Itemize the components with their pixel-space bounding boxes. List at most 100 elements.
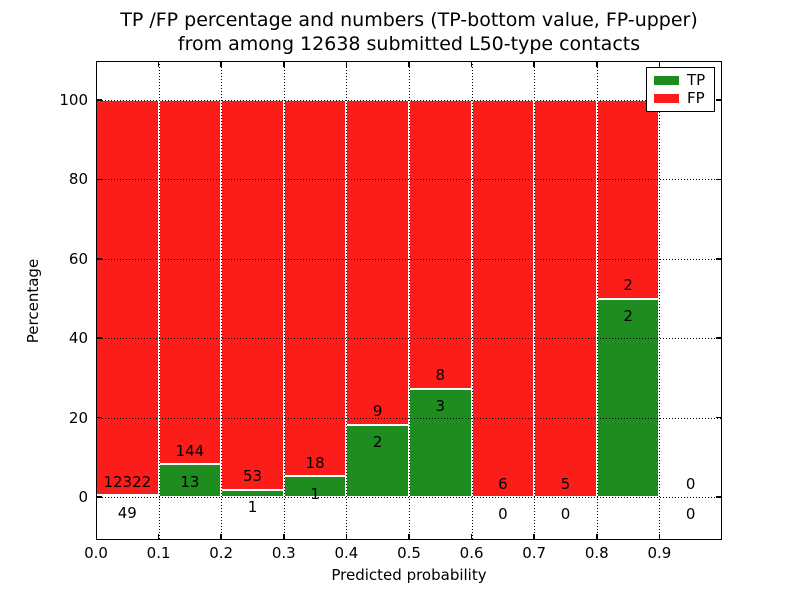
- x-tick-mark: [283, 61, 285, 67]
- legend: TP FP: [646, 67, 715, 112]
- x-axis-label: Predicted probability: [331, 566, 487, 584]
- x-tick-mark: [658, 61, 661, 67]
- bar-segment-fp: [96, 100, 159, 496]
- plot-area: 12322 49 144 13 53 1 18 1 9 2 8 3 6 0 5 0 2 2 0 0: [96, 61, 722, 540]
- chart-title: TP /FP percentage and numbers (TP-bottom…: [96, 8, 722, 56]
- y-tick-mark: [96, 178, 102, 181]
- x-tick-label-0.4: 0.4: [334, 544, 359, 562]
- x-tick-mark: [533, 534, 535, 540]
- y-tick-label-100: 100: [59, 91, 88, 109]
- tp-count-label: 1: [310, 484, 320, 503]
- y-tick-label-40: 40: [68, 329, 88, 348]
- legend-label-tp: TP: [687, 71, 706, 89]
- legend-swatch-tp: [654, 76, 679, 85]
- x-tick-label-0.2: 0.2: [209, 544, 234, 562]
- chart-title-line1: TP /FP percentage and numbers (TP-bottom…: [120, 9, 698, 31]
- tp-count-label: 0: [560, 505, 571, 524]
- bar-segment-fp: [596, 100, 660, 299]
- fp-count-label: 144: [175, 441, 205, 460]
- x-tick-mark: [345, 61, 348, 67]
- x-tick-mark: [283, 534, 285, 540]
- y-tick-mark: [716, 337, 722, 339]
- fp-count-label: 9: [372, 402, 383, 421]
- y-tick-mark: [96, 496, 102, 498]
- x-tick-mark: [470, 61, 473, 67]
- y-tick-mark: [716, 258, 722, 260]
- x-tick-mark: [658, 534, 661, 540]
- gridline-x-0.3: [283, 61, 285, 540]
- x-tick-mark: [157, 534, 160, 540]
- bar-segment-tp: [283, 476, 347, 497]
- x-tick-mark: [533, 61, 535, 67]
- y-tick-mark: [96, 258, 102, 260]
- x-tick-mark: [408, 61, 410, 67]
- y-tick-label-80: 80: [68, 170, 88, 189]
- x-tick-label-0.3: 0.3: [271, 544, 296, 562]
- y-tick-mark: [716, 496, 722, 498]
- y-tick-label-0: 0: [78, 488, 88, 506]
- gridline-x-0.9: [659, 61, 661, 540]
- x-tick-mark: [345, 534, 348, 540]
- y-axis-label: Percentage: [24, 258, 42, 344]
- x-tick-label-0.8: 0.8: [584, 544, 609, 562]
- y-tick-mark: [96, 337, 102, 339]
- tp-count-label: 0: [685, 505, 696, 524]
- tp-count-label: 49: [117, 503, 137, 522]
- bar-segment-fp: [409, 100, 472, 389]
- bar-segment-fp: [283, 100, 347, 477]
- bar-segment-tp: [409, 388, 472, 497]
- x-tick-label-0.9: 0.9: [647, 544, 672, 562]
- fp-count-label: 6: [498, 474, 508, 493]
- legend-swatch-fp: [654, 94, 679, 103]
- x-tick-mark: [220, 534, 222, 540]
- bar-segment-fp: [471, 100, 535, 497]
- y-tick-mark: [716, 99, 722, 101]
- fp-count-label: 2: [623, 276, 633, 294]
- gridline-x-0.8: [596, 61, 598, 540]
- bar-segment-tp: [158, 464, 222, 497]
- x-tick-label-0.1: 0.1: [146, 544, 171, 562]
- bar-segment-fp: [221, 100, 284, 490]
- gridline-x-0.4: [346, 61, 348, 540]
- legend-row-tp: TP: [647, 73, 714, 88]
- y-tick-mark: [96, 99, 102, 101]
- gridline-x-0.5: [409, 61, 410, 540]
- fp-count-label: 18: [305, 453, 325, 472]
- fp-count-label: 5: [560, 474, 571, 493]
- tp-count-label: 0: [498, 505, 508, 524]
- bar-segment-fp: [346, 100, 409, 425]
- x-tick-mark: [220, 61, 222, 67]
- x-tick-label-0.7: 0.7: [522, 544, 547, 562]
- tp-count-label: 1: [247, 498, 258, 517]
- bar-segment-tp: [96, 495, 159, 497]
- x-tick-mark: [470, 534, 473, 540]
- y-tick-mark: [96, 416, 102, 419]
- x-tick-mark: [408, 534, 410, 540]
- bar-segment-tp: [596, 298, 660, 497]
- tp-count-label: 2: [372, 433, 383, 452]
- gridline-x-0.7: [534, 61, 536, 540]
- x-tick-mark: [157, 61, 160, 67]
- gridline-x-0.1: [158, 61, 160, 540]
- bar-segment-fp: [158, 100, 222, 465]
- y-tick-mark: [716, 178, 722, 181]
- bar-segment-fp: [534, 100, 597, 497]
- y-tick-label-20: 20: [68, 408, 88, 427]
- tp-count-label: 2: [623, 306, 633, 325]
- gridline-x-0.2: [221, 61, 223, 540]
- fp-count-label: 8: [435, 366, 446, 385]
- bar-segment-tp: [346, 424, 409, 497]
- x-tick-mark: [596, 61, 598, 67]
- y-tick-mark: [716, 416, 722, 419]
- tp-count-label: 3: [435, 397, 446, 416]
- x-tick-mark: [596, 534, 598, 540]
- x-tick-label-0.6: 0.6: [459, 544, 484, 562]
- bar-segment-tp: [221, 489, 284, 497]
- legend-row-fp: FP: [647, 91, 714, 106]
- chart-title-line2: from among 12638 submitted L50-type cont…: [177, 33, 641, 55]
- fp-count-label: 0: [685, 474, 696, 493]
- x-tick-label-0.5: 0.5: [397, 544, 421, 562]
- legend-label-fp: FP: [687, 89, 705, 107]
- x-tick-label-0.0: 0.0: [84, 544, 108, 562]
